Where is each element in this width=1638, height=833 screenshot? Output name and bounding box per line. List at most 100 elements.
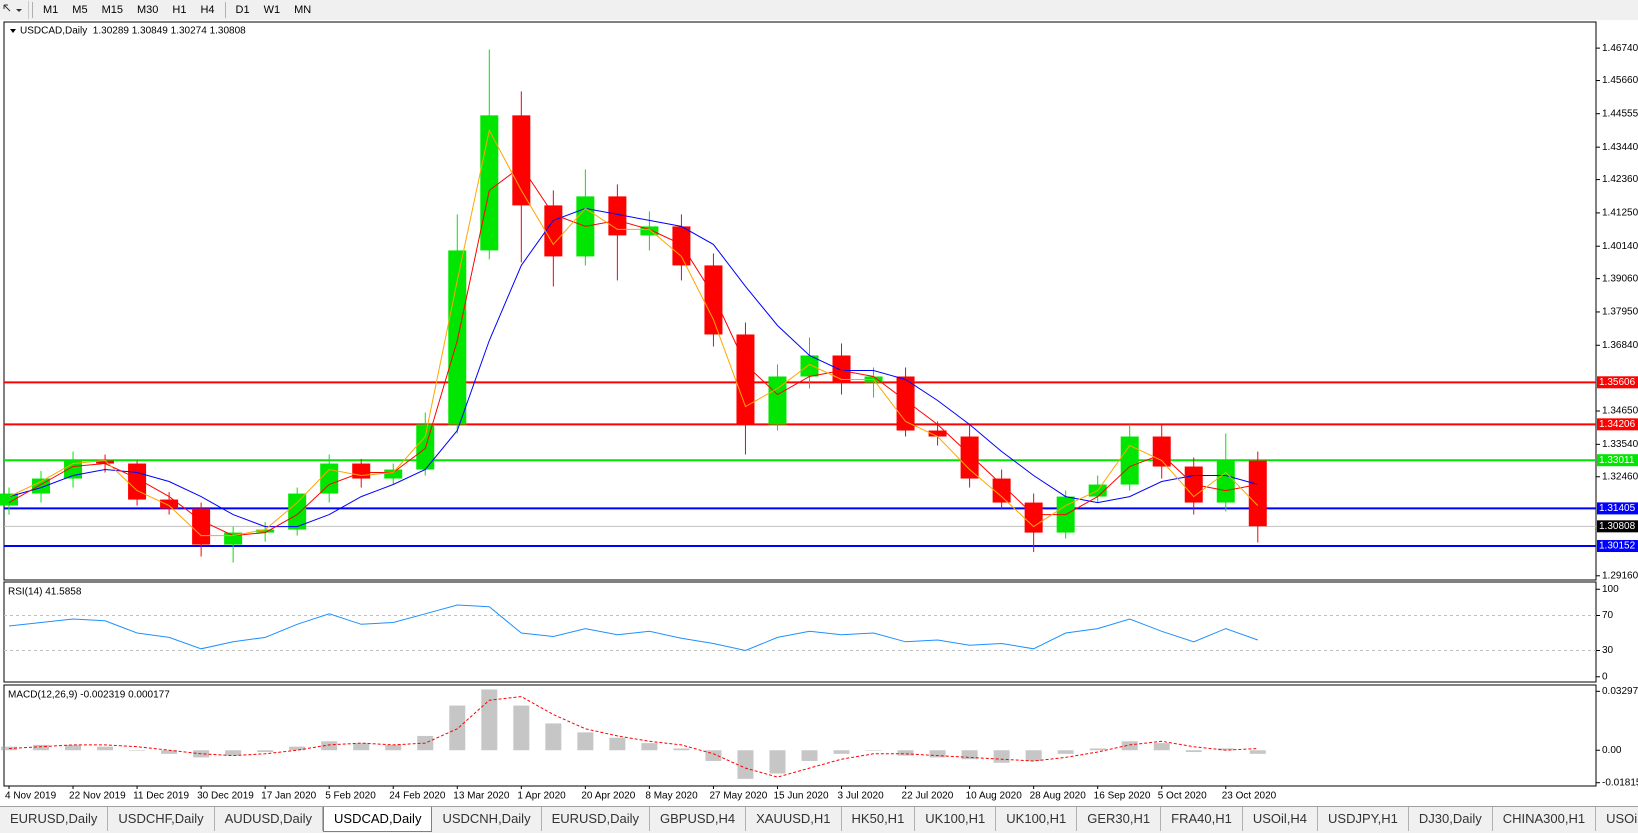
candle-body xyxy=(672,226,691,266)
timeframe-button[interactable]: D1 xyxy=(235,4,250,16)
y-tick-label: 1.42360 xyxy=(1602,174,1638,185)
macd-bar xyxy=(833,750,850,754)
timeframe-button[interactable]: M1 xyxy=(43,4,59,16)
timeframe-button[interactable]: W1 xyxy=(263,4,281,16)
symbol-tab[interactable]: HK50,H1 xyxy=(842,807,916,831)
macd-bar xyxy=(769,750,786,774)
symbol-tab[interactable]: USDCAD,Daily xyxy=(323,807,433,832)
symbol-tab[interactable]: UK100,H1 xyxy=(996,807,1078,831)
macd-bar xyxy=(897,750,914,756)
macd-bar xyxy=(1185,750,1202,753)
symbol-tab[interactable]: CHINA300,H1 xyxy=(1493,807,1597,831)
cursor-icon xyxy=(3,4,22,12)
symbol-tab[interactable]: USDJPY,H1 xyxy=(1318,807,1409,831)
macd-bar xyxy=(481,689,498,751)
level-label-box xyxy=(1597,418,1638,431)
symbol-tab[interactable]: USOil,H4 xyxy=(1243,807,1319,831)
chart-background xyxy=(0,20,1638,806)
candle-body xyxy=(1120,436,1139,485)
candle-body xyxy=(832,355,851,383)
macd-bar xyxy=(65,744,82,751)
timeframe-button[interactable]: M15 xyxy=(101,4,123,16)
x-tick-label: 22 Jul 2020 xyxy=(902,791,954,802)
level-label: 1.34206 xyxy=(1599,419,1636,430)
candle-body xyxy=(544,205,563,257)
symbol-tab[interactable]: GBPUSD,H4 xyxy=(650,807,747,831)
symbol-tab[interactable]: GER30,H1 xyxy=(1077,807,1162,831)
macd-bar xyxy=(97,746,114,751)
timeframe-button[interactable]: M30 xyxy=(136,4,159,16)
symbol-tab[interactable]: EURUSD,Daily xyxy=(0,807,109,831)
panel-frame xyxy=(3,581,1597,683)
macd-bar xyxy=(577,732,594,751)
macd-bar xyxy=(161,750,178,754)
macd-bar xyxy=(641,743,658,751)
y-tick-label: 1.44555 xyxy=(1602,108,1638,119)
level-label-box xyxy=(1597,520,1638,533)
chart-title: USDCAD,Daily 1.30289 1.30849 1.30274 1.3… xyxy=(20,26,246,37)
candle-body xyxy=(640,226,659,236)
candle-body xyxy=(768,376,787,425)
candle-body xyxy=(96,460,115,464)
x-tick-label: 10 Aug 2020 xyxy=(966,791,1023,802)
x-tick-label: 4 Nov 2019 xyxy=(5,791,57,802)
y-tick-label: -0.018154 xyxy=(1602,777,1638,788)
symbol-tab[interactable]: USDCHF,Daily xyxy=(108,807,215,831)
candle-body xyxy=(256,529,275,533)
candle-body xyxy=(448,250,467,425)
symbol-tab[interactable]: USDCNH,Daily xyxy=(432,807,542,831)
panel-frame xyxy=(3,21,1597,581)
separator xyxy=(32,2,33,18)
timeframe-button[interactable]: MN xyxy=(294,4,312,16)
timeframe-button[interactable]: H1 xyxy=(172,4,187,16)
timeframe-button[interactable]: M5 xyxy=(72,4,88,16)
macd-bar xyxy=(801,750,818,761)
x-tick-label: 20 Apr 2020 xyxy=(581,791,635,802)
candle-body xyxy=(736,334,755,425)
candle-body xyxy=(64,460,83,479)
symbol-tab[interactable]: XAUUSD,H1 xyxy=(746,807,842,831)
chart: 1.46740 1.45660 1.44555 1.43440 1.42360 1.412… xyxy=(0,20,1638,806)
macd-bar xyxy=(1249,750,1266,754)
y-tick-label: 1.43440 xyxy=(1602,142,1638,153)
title-arrow xyxy=(10,29,16,33)
y-tick-label: 70 xyxy=(1602,610,1614,621)
separator xyxy=(224,2,226,18)
level-label: 1.31405 xyxy=(1599,503,1636,514)
macd-bar xyxy=(289,746,306,751)
candle-body xyxy=(1216,460,1235,503)
candle-body xyxy=(320,463,339,494)
macd-bar xyxy=(353,743,370,751)
moving-average xyxy=(8,165,1258,537)
panel-frame xyxy=(3,684,1597,787)
moving-average xyxy=(8,207,1258,528)
timeframe-button[interactable]: H4 xyxy=(200,4,215,16)
macd-bar xyxy=(129,750,146,751)
macd-bar xyxy=(321,741,338,751)
symbol-tab[interactable]: EURUSD,Daily xyxy=(542,807,650,831)
x-tick-label: 3 Jul 2020 xyxy=(838,791,885,802)
level-label: 1.30808 xyxy=(1599,521,1636,532)
y-tick-label: 1.32460 xyxy=(1602,471,1638,482)
symbol-tab[interactable]: UK100,H1 xyxy=(915,807,997,831)
x-tick-label: 5 Feb 2020 xyxy=(325,791,376,802)
symbol-tab[interactable]: USOil,H1 xyxy=(1596,807,1638,831)
macd-bar xyxy=(1025,750,1042,761)
symbol-tab[interactable]: DJ30,Daily xyxy=(1409,807,1493,831)
symbol-tab[interactable]: FRA40,H1 xyxy=(1161,807,1243,831)
x-tick-label: 1 Apr 2020 xyxy=(517,791,566,802)
y-tick-label: 1.37950 xyxy=(1602,307,1638,318)
rsi-title: RSI(14) 41.5858 xyxy=(8,587,82,598)
y-tick-label: 100 xyxy=(1602,584,1619,595)
macd-bar xyxy=(1057,750,1074,754)
cursor-menu[interactable] xyxy=(0,1,29,19)
y-tick-label: 1.41250 xyxy=(1602,208,1638,219)
level-label: 1.33011 xyxy=(1599,455,1635,466)
macd-bar xyxy=(865,750,882,751)
candle-body xyxy=(800,355,819,377)
macd-bar xyxy=(385,744,402,751)
macd-bar xyxy=(1121,741,1138,751)
symbol-tab[interactable]: AUDUSD,Daily xyxy=(215,807,324,831)
macd-bar xyxy=(1153,743,1170,751)
level-label: 1.35606 xyxy=(1599,377,1636,388)
